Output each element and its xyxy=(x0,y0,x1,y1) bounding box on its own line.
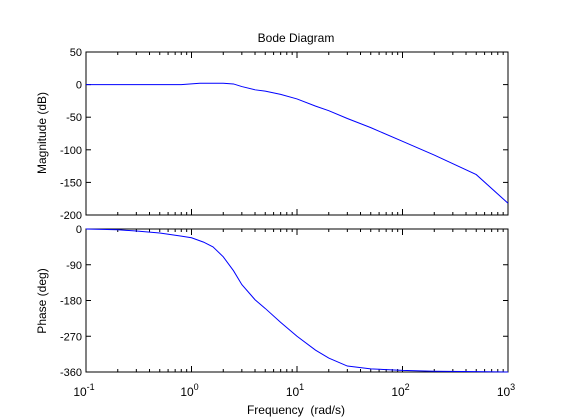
magnitude-y-tick-label: -100 xyxy=(60,145,82,157)
frequency-tick-label: 103 xyxy=(497,382,515,399)
frequency-tick-label: 100 xyxy=(180,382,198,399)
magnitude-y-tick-label: 0 xyxy=(76,80,82,92)
magnitude-y-tick-label: -50 xyxy=(66,112,82,124)
frequency-tick-label: 102 xyxy=(391,382,409,399)
frequency-tick-label: 101 xyxy=(286,382,304,399)
phase-y-tick-label: 0 xyxy=(76,224,82,236)
phase-y-tick-label: -180 xyxy=(60,296,82,308)
magnitude-plot: 50 0 -50 -100 -150 -200 xyxy=(60,47,509,222)
magnitude-axes-box xyxy=(85,51,509,216)
frequency-axis-label: Frequency (rad/s) xyxy=(247,403,345,417)
phase-response-line xyxy=(85,228,509,373)
phase-axes-box xyxy=(85,228,509,373)
chart-title: Bode Diagram xyxy=(258,31,335,45)
magnitude-y-tick-label: -200 xyxy=(60,210,82,222)
phase-axis-label: Phase (deg) xyxy=(35,268,49,333)
magnitude-y-tick-label: -150 xyxy=(60,177,82,189)
phase-y-tick-label: -360 xyxy=(60,367,82,379)
frequency-tick-label: 10-1 xyxy=(73,382,94,399)
phase-y-tick-label: -270 xyxy=(60,331,82,343)
magnitude-response-line xyxy=(86,82,509,204)
magnitude-axis-label: Magnitude (dB) xyxy=(35,92,49,174)
magnitude-y-tick-label: 50 xyxy=(70,47,82,59)
phase-y-tick-label: -90 xyxy=(66,260,82,272)
phase-plot: 0 -90 -180 -270 -360 10-1 100 101 102 103 xyxy=(60,224,515,399)
